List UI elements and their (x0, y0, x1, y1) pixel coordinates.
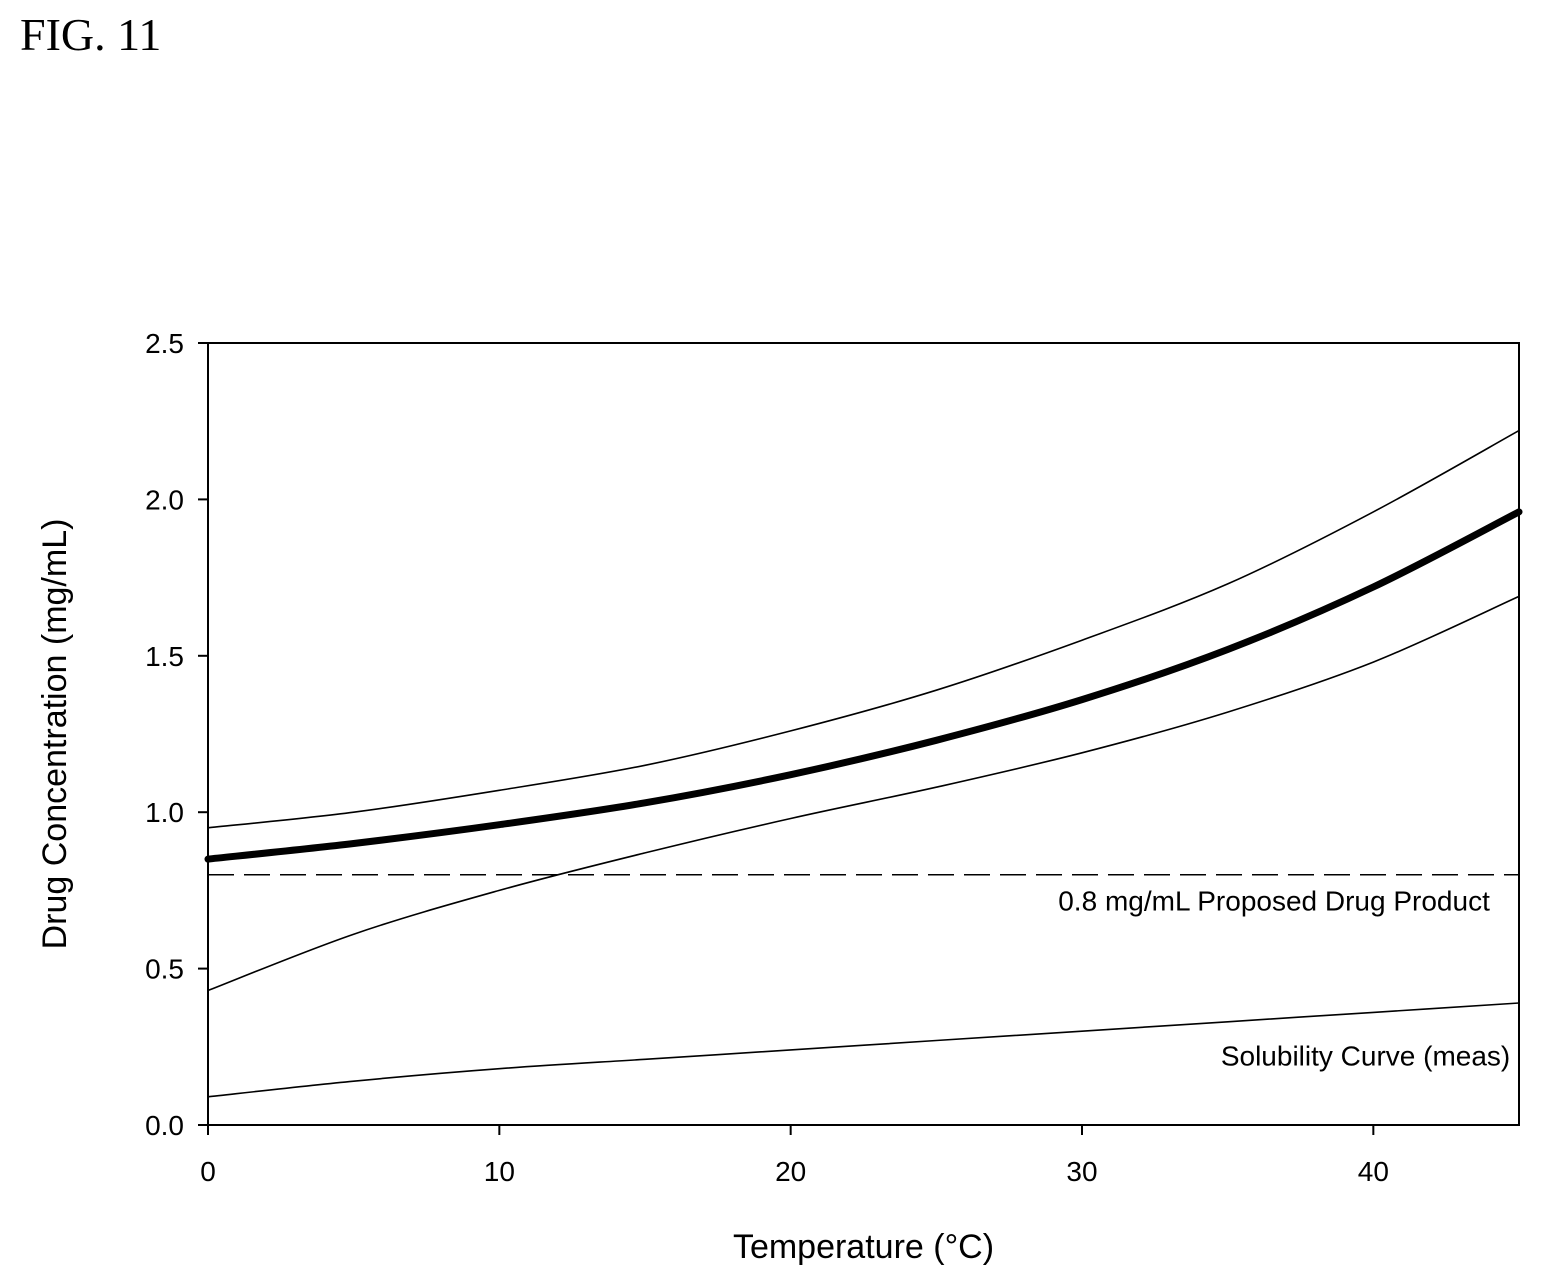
annotation-label: 0.8 mg/mL Proposed Drug Product (1058, 886, 1490, 917)
curves-layer (204, 429, 1523, 1098)
x-axis-title: Temperature (°C) (733, 1228, 994, 1266)
y-tick-label: 1.5 (145, 641, 184, 672)
y-axis-title: Drug Concentration (mg/mL) (36, 519, 74, 950)
annotation-label: Solubility Curve (meas) (1221, 1041, 1510, 1072)
x-axis: 0 10 20 30 40 (200, 1125, 1389, 1187)
y-tick-label: 2.5 (145, 328, 184, 359)
y-tick-label: 2.0 (145, 484, 184, 515)
y-axis: 0.0 0.5 1.0 1.5 2.0 2.5 (145, 328, 208, 1141)
series-line-3 (207, 595, 1520, 992)
series-line-2 (207, 429, 1520, 829)
x-tick-label: 20 (775, 1156, 806, 1187)
y-tick-label: 1.0 (145, 797, 184, 828)
figure-label: FIG. 11 (20, 9, 162, 60)
x-tick-label: 40 (1358, 1156, 1389, 1187)
series-line-main (204, 508, 1523, 863)
x-tick-label: 30 (1066, 1156, 1097, 1187)
series-line-4 (207, 1002, 1520, 1098)
plot-frame (207, 342, 1520, 1126)
y-tick-label: 0.5 (145, 954, 184, 985)
y-tick-label: 0.0 (145, 1110, 184, 1141)
x-tick-label: 0 (200, 1156, 216, 1187)
x-tick-label: 10 (484, 1156, 515, 1187)
annotations-layer: 0.8 mg/mL Proposed Drug Product Solubilit… (1058, 886, 1510, 1072)
